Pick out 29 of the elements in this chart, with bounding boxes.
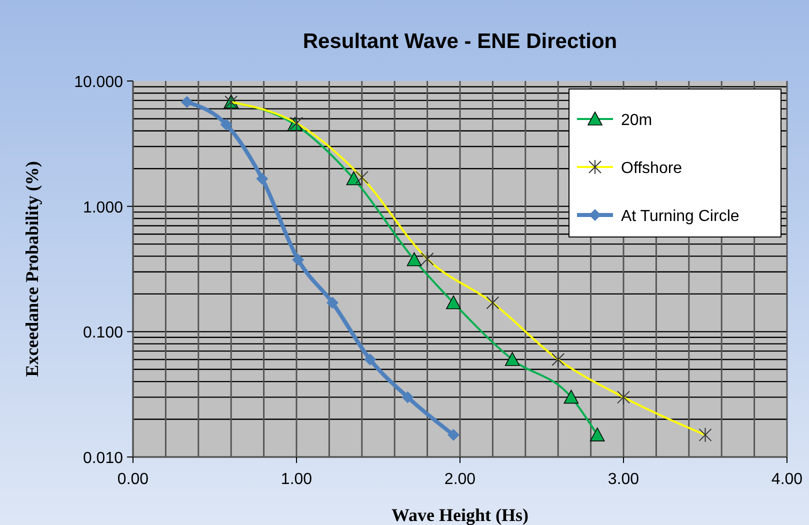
legend-label: At Turning Circle [621,208,740,225]
legend-label: 20m [621,112,652,129]
y-tick-label: 1.000 [82,199,124,216]
point [447,428,460,441]
point [256,172,268,185]
chart-title: Resultant Wave - ENE Direction [302,30,618,53]
point [402,391,414,404]
point [346,171,362,186]
x-tick-label: 3.00 [608,471,640,488]
x-axis-title: Wave Height (Hs) [392,505,528,525]
x-tick-label: 4.00 [771,471,803,488]
x-tick-label: 2.00 [444,471,476,488]
point [292,254,304,266]
point [180,96,193,108]
point [564,390,579,404]
point [446,295,461,310]
point [220,118,232,130]
y-axis-title: Exceedance Probability (%) [22,161,42,377]
y-tick-label: 0.010 [82,450,124,467]
legend-label: Offshore [621,160,682,177]
point [326,296,338,309]
y-tick-label: 0.100 [82,324,124,342]
point [590,428,605,442]
x-tick-label: 0.00 [117,471,149,488]
point [504,352,520,366]
x-tick-label: 1.00 [280,471,312,488]
point [406,252,422,266]
point [364,353,376,366]
y-tick-label: 10.000 [74,74,124,91]
